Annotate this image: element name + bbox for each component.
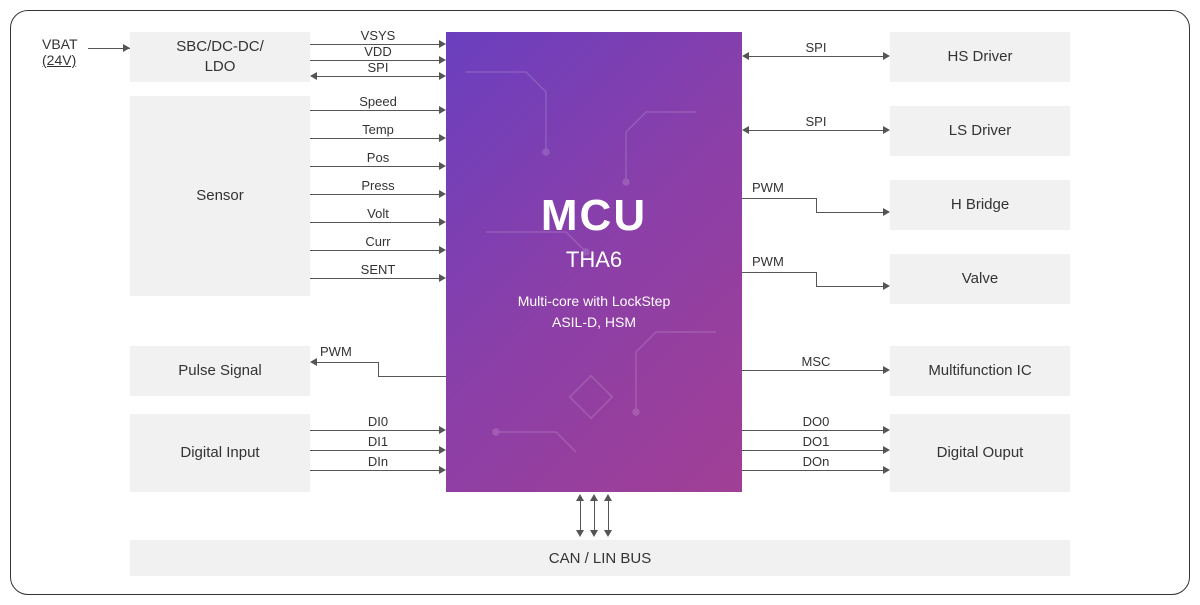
- arrow-head-icon: [439, 446, 446, 454]
- signal-label: PWM: [320, 344, 380, 359]
- arrow-head-icon: [883, 466, 890, 474]
- vbat-text: VBAT: [42, 36, 78, 52]
- arrow-head-icon: [439, 40, 446, 48]
- arrow-line: [749, 130, 883, 131]
- arrow-head-icon: [883, 366, 890, 374]
- signal-label: PWM: [752, 254, 812, 269]
- mcu-title: MCU: [541, 191, 647, 241]
- block-multifunction: Multifunction IC: [890, 346, 1070, 396]
- arrow-line: [310, 222, 439, 223]
- signal-label: SPI: [766, 114, 866, 129]
- signal-label: Press: [328, 178, 428, 193]
- block-hs-driver: HS Driver: [890, 32, 1070, 82]
- signal-label: VSYS: [328, 28, 428, 43]
- arrow-head-icon: [439, 426, 446, 434]
- signal-label: DO0: [766, 414, 866, 429]
- arrow-head-icon: [439, 246, 446, 254]
- signal-label: SPI: [766, 40, 866, 55]
- block-sensor: Sensor: [130, 96, 310, 296]
- signal-label: Speed: [328, 94, 428, 109]
- signal-label: DI0: [328, 414, 428, 429]
- mcu-subtitle: THA6: [566, 247, 622, 273]
- arrow-head-icon: [439, 190, 446, 198]
- arrow-line: [310, 450, 439, 451]
- signal-label: Temp: [328, 122, 428, 137]
- arrow-line: [310, 110, 439, 111]
- arrow-head-icon: [742, 126, 749, 134]
- arrow-head-icon: [883, 446, 890, 454]
- arrow-head-icon: [439, 134, 446, 142]
- signal-label: SENT: [328, 262, 428, 277]
- arrow-head-icon: [439, 56, 446, 64]
- block-h-bridge: H Bridge: [890, 180, 1070, 230]
- arrow-head-icon: [439, 72, 446, 80]
- vbat-label: VBAT (24V): [42, 36, 78, 68]
- signal-label: Volt: [328, 206, 428, 221]
- arrow-line: [310, 278, 439, 279]
- can-lin-bus: CAN / LIN BUS: [130, 540, 1070, 576]
- signal-label: Curr: [328, 234, 428, 249]
- block-pulse: Pulse Signal: [130, 346, 310, 396]
- arrow-head-icon: [439, 106, 446, 114]
- arrow-line: [742, 470, 883, 471]
- signal-label: SPI: [328, 60, 428, 75]
- arrow-head-icon: [883, 426, 890, 434]
- signal-label: DIn: [328, 454, 428, 469]
- arrow-head-icon: [439, 162, 446, 170]
- arrow-line: [310, 194, 439, 195]
- arrow-head-icon: [439, 218, 446, 226]
- signal-label: DO1: [766, 434, 866, 449]
- signal-label: VDD: [328, 44, 428, 59]
- arrow-line: [749, 56, 883, 57]
- mcu-desc: Multi-core with LockStep ASIL-D, HSM: [518, 291, 671, 333]
- arrow-line: [742, 430, 883, 431]
- mcu-desc-line2: ASIL-D, HSM: [518, 312, 671, 333]
- arrow-line: [310, 250, 439, 251]
- signal-label: PWM: [752, 180, 812, 195]
- arrow-head-icon: [883, 52, 890, 60]
- block-digital-input: Digital Input: [130, 414, 310, 492]
- block-digital-output: Digital Ouput: [890, 414, 1070, 492]
- arrow-head-icon: [439, 466, 446, 474]
- signal-label: DI1: [328, 434, 428, 449]
- signal-label: MSC: [766, 354, 866, 369]
- block-sbc: SBC/DC-DC/ LDO: [130, 32, 310, 82]
- block-ls-driver: LS Driver: [890, 106, 1070, 156]
- arrow-line: [310, 430, 439, 431]
- mcu-desc-line1: Multi-core with LockStep: [518, 291, 671, 312]
- signal-label: DOn: [766, 454, 866, 469]
- arrow-line: [310, 470, 439, 471]
- arrow-line: [310, 166, 439, 167]
- signal-label: Pos: [328, 150, 428, 165]
- vbat-value: (24V): [42, 52, 78, 68]
- vbat-arrow-head: [123, 44, 130, 52]
- arrow-head-icon: [742, 52, 749, 60]
- arrow-head-icon: [439, 274, 446, 282]
- arrow-head-icon: [883, 126, 890, 134]
- arrow-line: [317, 76, 439, 77]
- arrow-line: [742, 370, 883, 371]
- arrow-head-icon: [310, 72, 317, 80]
- block-valve: Valve: [890, 254, 1070, 304]
- arrow-line: [310, 138, 439, 139]
- arrow-line: [742, 450, 883, 451]
- mcu-block: MCU THA6 Multi-core with LockStep ASIL-D…: [446, 32, 742, 492]
